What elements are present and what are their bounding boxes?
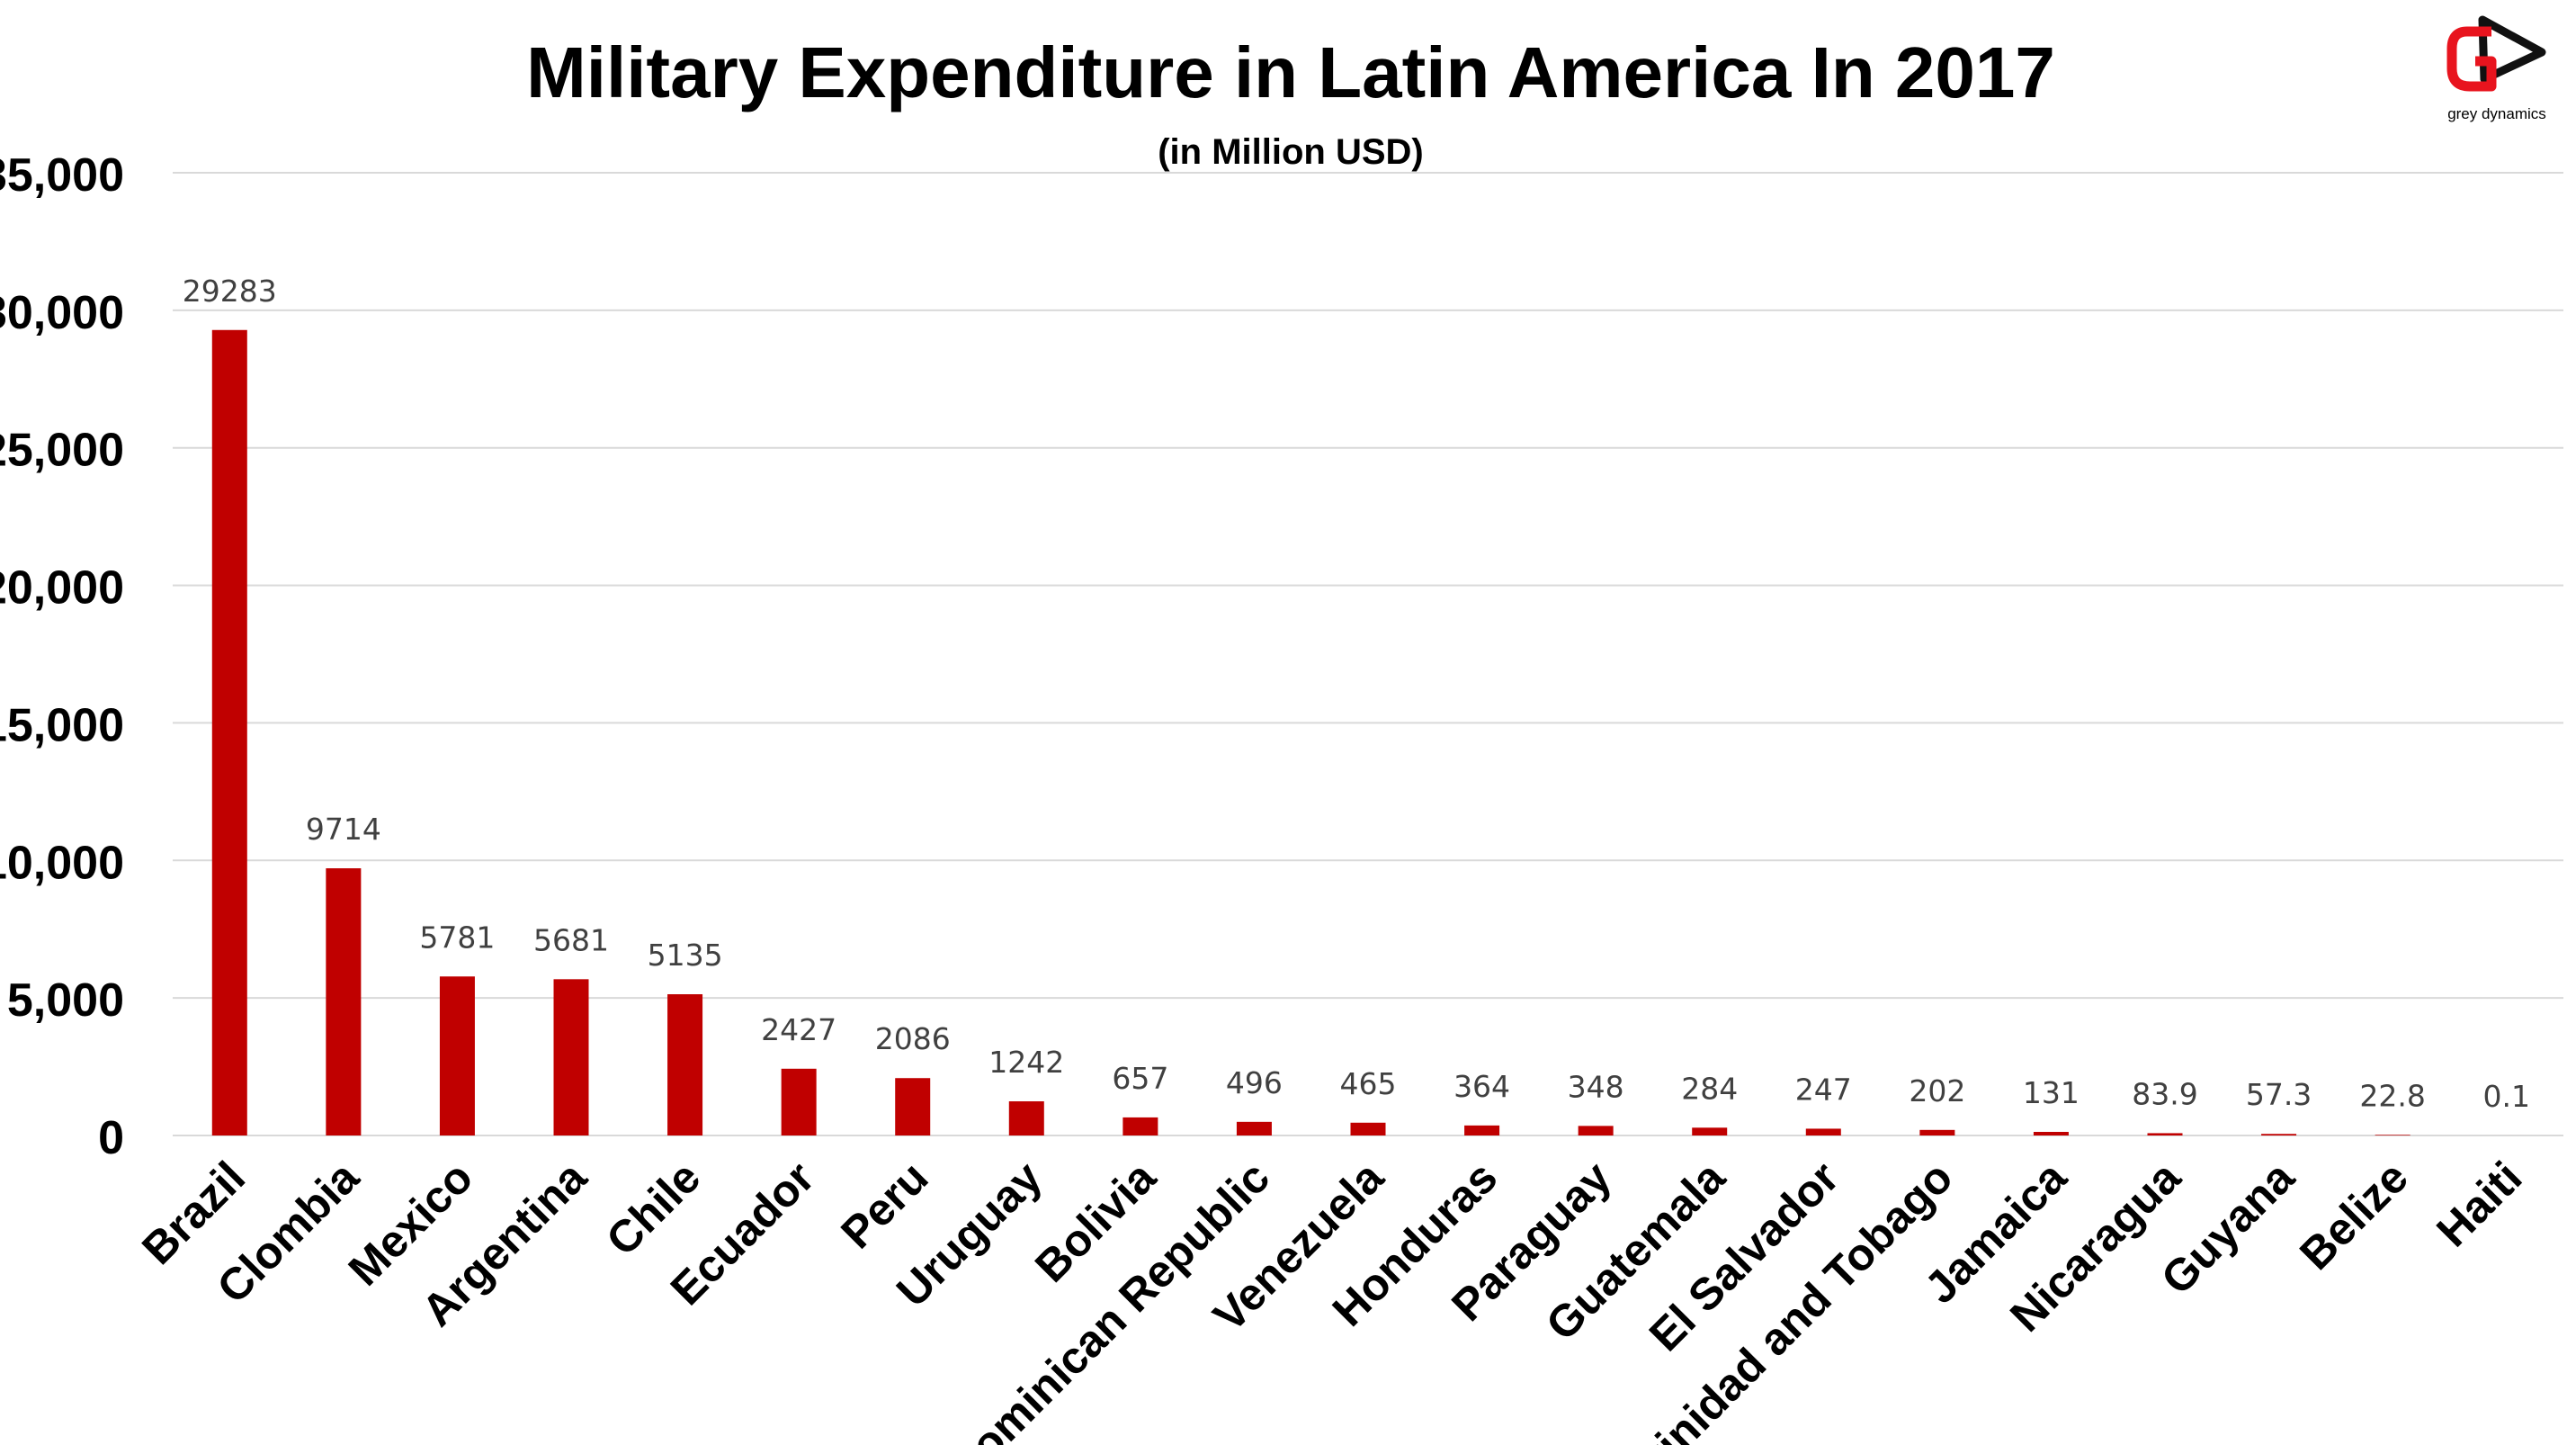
chart-title: Military Expenditure in Latin America In… bbox=[526, 32, 2055, 112]
data-label: 465 bbox=[1340, 1066, 1397, 1101]
y-tick-label: 25,000 bbox=[0, 425, 124, 477]
logo-g-icon bbox=[2446, 26, 2497, 92]
data-label: 22.8 bbox=[2359, 1078, 2425, 1113]
bar bbox=[439, 976, 475, 1135]
data-label: 348 bbox=[1568, 1069, 1624, 1104]
data-label: 131 bbox=[2023, 1075, 2080, 1110]
data-label: 247 bbox=[1795, 1072, 1852, 1107]
data-label: 5781 bbox=[419, 920, 495, 955]
y-tick-label: 35,000 bbox=[0, 149, 124, 202]
bar bbox=[1123, 1117, 1158, 1135]
y-tick-label: 5,000 bbox=[7, 974, 124, 1027]
data-label: 284 bbox=[1681, 1071, 1738, 1106]
data-labels: 29283 9714 5781 5681 5135 2427 2086 1242 657 496 4… bbox=[183, 274, 2530, 1114]
bars bbox=[211, 329, 2525, 1135]
data-label: 29283 bbox=[183, 274, 277, 309]
bar bbox=[2261, 1134, 2297, 1135]
bar bbox=[1236, 1121, 1272, 1135]
chart-subtitle: (in Million USD) bbox=[1158, 132, 1424, 172]
gridlines bbox=[173, 172, 2563, 1136]
data-label: 2427 bbox=[761, 1012, 836, 1047]
x-tick-label: Peru bbox=[831, 1152, 937, 1258]
data-label: 2086 bbox=[875, 1021, 951, 1056]
data-label: 57.3 bbox=[2246, 1077, 2312, 1112]
y-tick-label: 20,000 bbox=[0, 562, 124, 615]
bar bbox=[781, 1068, 817, 1135]
y-tick-label: 10,000 bbox=[0, 837, 124, 889]
brand-name: grey dynamics bbox=[2447, 105, 2546, 122]
bar bbox=[895, 1078, 931, 1135]
bar bbox=[326, 868, 362, 1135]
logo-triangle-icon bbox=[2478, 15, 2546, 84]
y-tick-label: 0 bbox=[98, 1112, 124, 1164]
bar bbox=[1919, 1129, 1955, 1135]
bar bbox=[1008, 1101, 1044, 1135]
data-label: 5135 bbox=[648, 938, 723, 973]
y-tick-label: 30,000 bbox=[0, 287, 124, 339]
data-label: 364 bbox=[1453, 1069, 1510, 1104]
bar bbox=[553, 979, 589, 1135]
data-label: 1242 bbox=[988, 1045, 1064, 1080]
bar bbox=[1692, 1127, 1728, 1135]
data-label: 496 bbox=[1226, 1065, 1283, 1100]
bar bbox=[667, 994, 703, 1135]
x-tick-label: Belize bbox=[2290, 1152, 2418, 1279]
data-label: 0.1 bbox=[2482, 1079, 2529, 1114]
bar bbox=[1805, 1128, 1841, 1135]
y-axis-ticks: 0 5,000 10,000 15,000 20,000 25,000 30,000 35,0… bbox=[0, 149, 124, 1164]
data-label: 202 bbox=[1909, 1073, 1965, 1108]
data-label: 657 bbox=[1112, 1061, 1168, 1096]
bar bbox=[1350, 1122, 1386, 1135]
data-label: 9714 bbox=[306, 812, 381, 847]
grey-dynamics-logo: grey dynamics bbox=[2446, 15, 2546, 122]
bar bbox=[1578, 1126, 1614, 1135]
bar bbox=[1464, 1125, 1500, 1135]
bar bbox=[211, 329, 247, 1135]
bar bbox=[2147, 1133, 2183, 1135]
y-tick-label: 15,000 bbox=[0, 699, 124, 751]
data-label: 83.9 bbox=[2132, 1076, 2197, 1111]
data-label: 5681 bbox=[533, 922, 609, 957]
bar bbox=[2033, 1131, 2069, 1135]
x-tick-label: Haiti bbox=[2427, 1152, 2531, 1256]
